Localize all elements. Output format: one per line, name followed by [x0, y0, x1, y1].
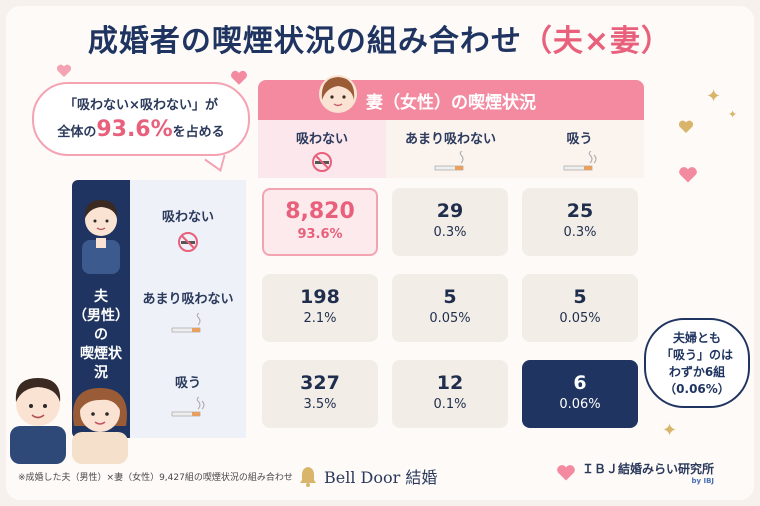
note-line: 「吸う」のは	[660, 348, 733, 362]
cell-count: 29	[436, 200, 464, 222]
callout-line2: 全体の93.6%を占める	[57, 117, 225, 142]
cell-count: 8,820	[285, 199, 355, 224]
woman-avatar	[319, 75, 357, 113]
bell-icon	[300, 467, 316, 487]
note-line: （0.06%）	[664, 382, 730, 396]
table-cell: 25 0.3%	[522, 188, 638, 256]
cell-percent: 0.05%	[559, 311, 601, 326]
sparkle-icon: ✦	[728, 108, 738, 121]
cell-count: 198	[300, 286, 340, 308]
man-avatar	[82, 200, 120, 274]
wife-header: 妻（女性）の喫煙状況	[258, 80, 644, 120]
cell-percent: 0.3%	[433, 225, 467, 240]
cell-percent: 93.6%	[297, 227, 343, 242]
heart-icon	[56, 64, 72, 77]
no-smoking-icon	[312, 152, 332, 172]
cigarette-icon	[171, 397, 205, 417]
cell-percent: 0.1%	[433, 397, 467, 412]
callout-line1: 「吸わない×吸わない」が	[64, 98, 218, 113]
cell-percent: 0.05%	[429, 311, 471, 326]
sparkle-icon: ✦	[706, 86, 722, 107]
no-smoking-icon	[178, 232, 198, 252]
heart-icon	[557, 464, 575, 480]
bell-door-logo: Bell Door 結婚	[298, 464, 437, 488]
cell-count: 5	[573, 286, 587, 308]
table-cell: 8,820 93.6%	[262, 188, 378, 256]
cell-percent: 0.3%	[563, 225, 597, 240]
row-header-smoker: 吸う	[130, 352, 246, 438]
cigarette-icon	[171, 313, 201, 333]
heart-icon	[231, 70, 247, 85]
table-cell: 12 0.1%	[392, 360, 508, 428]
column-header-non-smoker: 吸わない	[258, 120, 386, 178]
cigarette-icon	[434, 151, 463, 171]
note-line: わずか6組	[668, 365, 726, 379]
column-header-smoker: 吸う	[515, 120, 644, 178]
table-cell: 5 0.05%	[392, 274, 508, 342]
cell-percent: 0.06%	[559, 397, 601, 412]
heart-icon	[678, 120, 694, 133]
cell-count: 25	[566, 200, 594, 222]
note-line: 夫婦とも	[672, 331, 721, 345]
table-cell: 6 0.06%	[522, 360, 638, 428]
cell-percent: 3.5%	[303, 397, 337, 412]
sparkle-icon: ✦	[662, 420, 678, 441]
cell-count: 327	[300, 372, 340, 394]
cell-count: 5	[443, 286, 457, 308]
cigarette-icon	[563, 151, 596, 171]
column-header-rarely-smoker: あまり吸わない	[386, 120, 515, 178]
cell-percent: 2.1%	[303, 311, 337, 326]
row-header-non-smoker: 吸わない	[130, 180, 246, 266]
couple-illustration	[10, 378, 128, 464]
ibj-logo: ＩＢＪ結婚みらい研究所 by IBJ	[556, 460, 714, 485]
row-header-rarely-smoker: あまり吸わない	[130, 266, 246, 352]
cell-count: 12	[436, 372, 464, 394]
table-cell: 5 0.05%	[522, 274, 638, 342]
husband-header: 夫 （男性） の 喫煙状 況	[73, 289, 129, 381]
table-cell: 198 2.1%	[262, 274, 378, 342]
note-bubble: 夫婦とも 「吸う」のは わずか6組 （0.06%）	[644, 318, 750, 408]
callout-bubble: 「吸わない×吸わない」が 全体の93.6%を占める	[32, 82, 250, 156]
table-cell: 29 0.3%	[392, 188, 508, 256]
footnote: ※成婚した夫（男性）×妻（女性）9,427組の喫煙状況の組み合わせ	[18, 473, 293, 483]
cell-count: 6	[573, 372, 587, 394]
table-cell: 327 3.5%	[262, 360, 378, 428]
heart-icon	[679, 167, 697, 183]
page-title: 成婚者の喫煙状況の組み合わせ（夫×妻）	[87, 24, 673, 59]
